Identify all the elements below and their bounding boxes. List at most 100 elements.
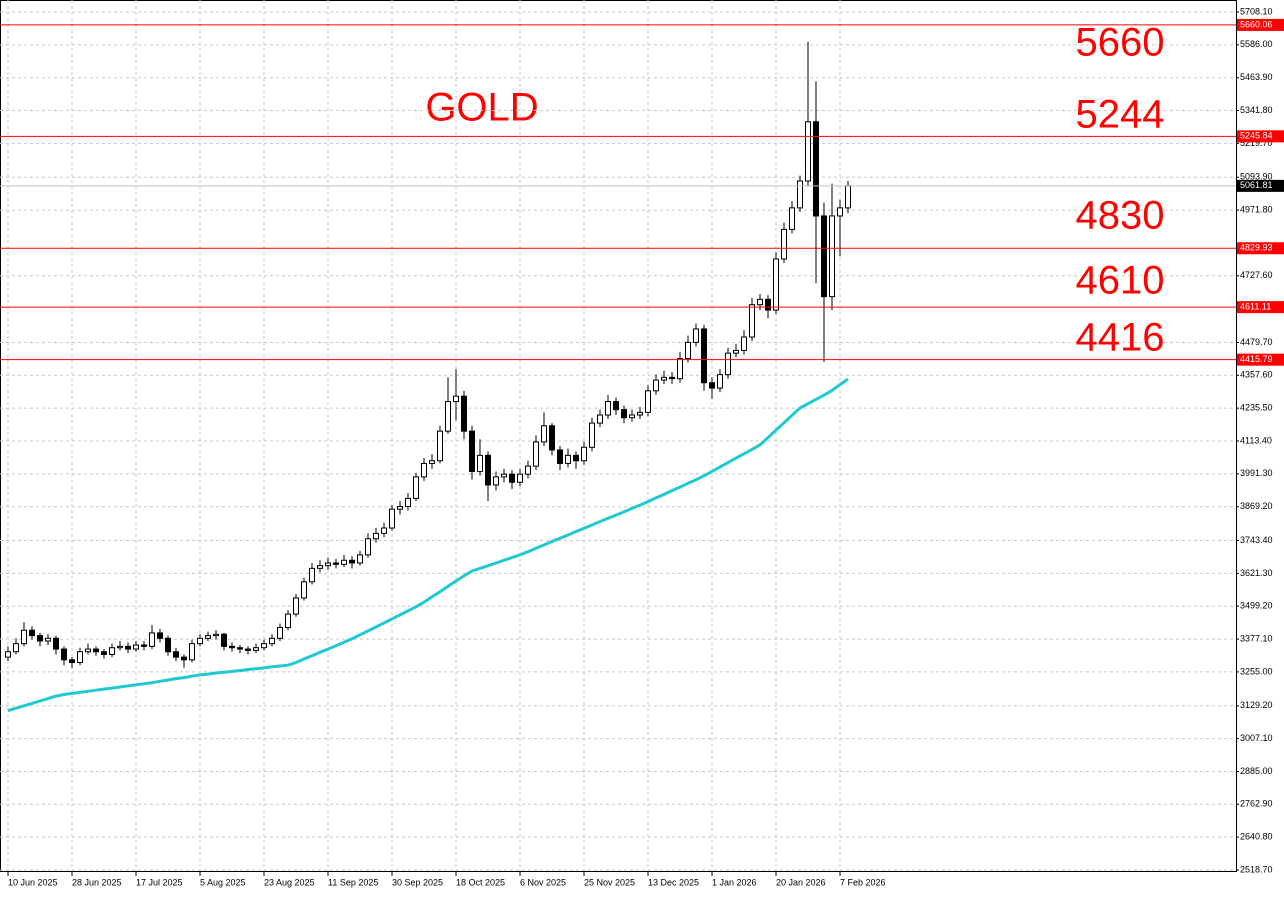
candle-body xyxy=(469,430,475,473)
level-label: 5245.84 xyxy=(1240,131,1273,141)
level-tag xyxy=(1237,18,1284,31)
candle-body xyxy=(125,645,131,650)
x-tick-label: 13 Dec 2025 xyxy=(648,877,699,887)
candle-body xyxy=(493,476,499,486)
y-tick-label: 5708.10 xyxy=(1240,6,1273,16)
x-tick-label: 5 Aug 2025 xyxy=(200,877,246,887)
y-tick-label: 3743.40 xyxy=(1240,535,1273,545)
candle-body xyxy=(805,121,811,182)
y-tick-label: 4357.60 xyxy=(1240,370,1273,380)
candle-body xyxy=(653,379,659,392)
y-tick-label: 3869.20 xyxy=(1240,501,1273,511)
candle-body xyxy=(285,613,291,629)
candle-body xyxy=(525,465,531,475)
candle-body xyxy=(765,298,771,311)
candle-body xyxy=(789,207,795,230)
plot-frame xyxy=(0,0,1237,872)
candle-body xyxy=(117,645,123,649)
last-price-label: 5061.81 xyxy=(1240,180,1273,190)
level-label: 5660.06 xyxy=(1240,19,1273,29)
candle-body xyxy=(541,425,547,443)
candle-body xyxy=(21,629,27,645)
candle-body xyxy=(229,645,235,649)
candle-body xyxy=(261,643,267,649)
candle-body xyxy=(829,215,835,298)
candle-body xyxy=(565,454,571,464)
x-tick-label: 23 Aug 2025 xyxy=(264,877,315,887)
x-tick-label: 6 Nov 2025 xyxy=(520,877,566,887)
candle-body xyxy=(533,441,539,467)
x-tick-label: 1 Jan 2026 xyxy=(712,877,757,887)
candle-body xyxy=(149,632,155,647)
y-tick-label: 2762.90 xyxy=(1240,799,1273,809)
x-tick-label: 20 Jan 2026 xyxy=(776,877,826,887)
candle-body xyxy=(613,401,619,411)
candle-body xyxy=(517,473,523,483)
candle-body xyxy=(821,215,827,298)
x-tick-label: 30 Sep 2025 xyxy=(392,877,443,887)
level-annotation: 5660 xyxy=(1076,21,1165,65)
candle-body xyxy=(677,358,683,380)
candle-body xyxy=(181,656,187,661)
candle-body xyxy=(621,409,627,419)
candle-body xyxy=(333,562,339,565)
candle-body xyxy=(309,567,315,583)
candle-body xyxy=(293,597,299,615)
y-tick-label: 4971.80 xyxy=(1240,204,1273,214)
candle-body xyxy=(325,562,331,567)
candle-body xyxy=(685,341,691,360)
candle-body xyxy=(101,651,107,655)
y-tick-label: 5219.70 xyxy=(1240,138,1273,148)
candle-body xyxy=(669,376,675,380)
candle-body xyxy=(733,349,739,354)
candle-body xyxy=(197,637,203,645)
candle-body xyxy=(93,648,99,653)
candle-body xyxy=(813,121,819,217)
candle-body xyxy=(701,328,707,384)
y-tick-label: 3129.20 xyxy=(1240,700,1273,710)
y-tick-label: 5341.80 xyxy=(1240,105,1273,115)
x-tick-label: 18 Oct 2025 xyxy=(456,877,505,887)
candle-body xyxy=(213,633,219,637)
level-tag xyxy=(1237,130,1284,143)
y-tick-label: 3991.30 xyxy=(1240,468,1273,478)
candle-body xyxy=(453,395,459,403)
candle-body xyxy=(253,647,259,651)
candle-body xyxy=(141,644,147,647)
y-tick-label: 2885.00 xyxy=(1240,766,1273,776)
level-annotation: 5244 xyxy=(1076,93,1165,137)
y-tick-label: 5586.00 xyxy=(1240,39,1273,49)
candle-body xyxy=(709,382,715,389)
candle-body xyxy=(77,651,83,664)
x-tick-label: 17 Jul 2025 xyxy=(136,877,183,887)
candle-body xyxy=(725,352,731,376)
y-tick-label: 3621.30 xyxy=(1240,568,1273,578)
candle-body xyxy=(645,390,651,413)
candle-body xyxy=(341,559,347,565)
y-tick-label: 5093.90 xyxy=(1240,172,1273,182)
candle-body xyxy=(53,637,59,650)
candle-body xyxy=(589,422,595,448)
candle-body xyxy=(189,643,195,661)
y-tick-label: 4479.70 xyxy=(1240,337,1273,347)
y-tick-label: 4235.50 xyxy=(1240,403,1273,413)
level-annotation: 4830 xyxy=(1076,194,1165,238)
candle-body xyxy=(509,473,515,483)
moving-average xyxy=(7,377,849,713)
level-label: 4415.79 xyxy=(1240,354,1273,364)
candle-body xyxy=(461,395,467,432)
candle-body xyxy=(797,180,803,209)
candle-body xyxy=(661,376,667,381)
candle-body xyxy=(373,532,379,540)
y-tick-label: 3377.10 xyxy=(1240,633,1273,643)
level-annotation: 4610 xyxy=(1076,259,1165,303)
y-tick-label: 2640.80 xyxy=(1240,832,1273,842)
candle-body xyxy=(629,414,635,419)
y-tick-label: 3007.10 xyxy=(1240,733,1273,743)
y-tick-label: 5463.90 xyxy=(1240,72,1273,82)
level-tag xyxy=(1237,353,1284,366)
candle-body xyxy=(277,627,283,639)
candle-body xyxy=(269,637,275,645)
y-tick-label: 3499.20 xyxy=(1240,601,1273,611)
